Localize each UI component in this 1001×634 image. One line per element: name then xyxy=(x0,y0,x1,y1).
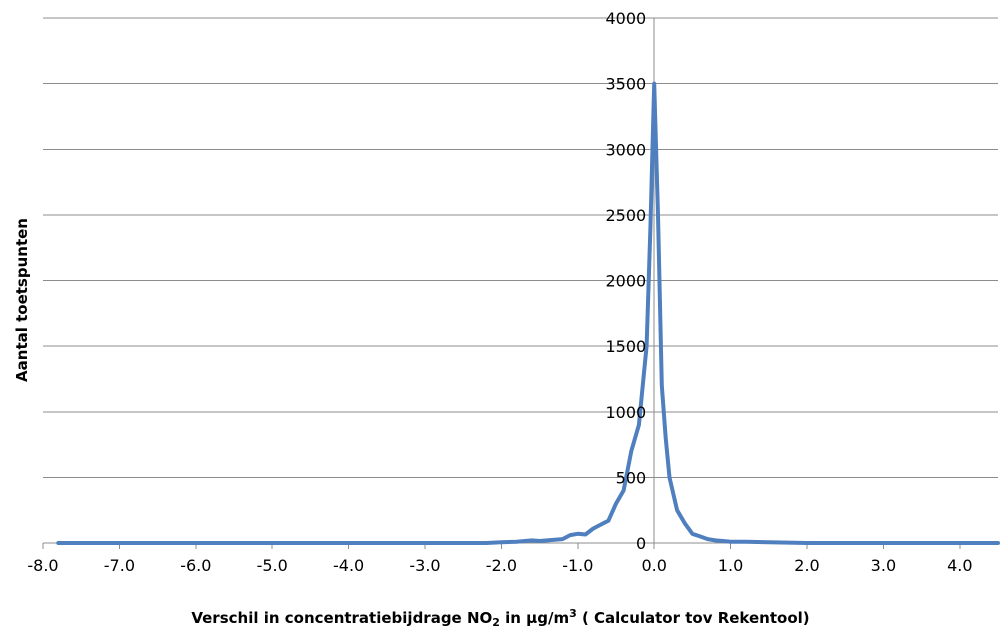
x-axis-title-suffix: ( Calculator tov Rekentool) xyxy=(576,609,810,627)
y-tick-label: 4000 xyxy=(605,9,646,28)
y-tick-label: 3000 xyxy=(605,140,646,159)
x-axis-title-middle: in µg/m xyxy=(499,609,570,627)
x-axis-title-prefix: Verschil in concentratiebijdrage NO xyxy=(191,609,493,627)
x-tick-label: -8.0 xyxy=(27,556,58,575)
y-tick-label: 500 xyxy=(616,468,647,487)
x-tick-label: 1.0 xyxy=(718,556,743,575)
tick-labels: 0 500 1000 1500 2000 2500 3000 3500 4000 -8.0 -7.0… xyxy=(27,9,972,575)
gridlines xyxy=(43,17,998,478)
x-tick-label: 3.0 xyxy=(871,556,896,575)
y-tick-label: 1500 xyxy=(605,337,646,356)
x-axis-title-subscript: 2 xyxy=(492,616,500,629)
x-axis-title-superscript: 3 xyxy=(569,607,577,620)
y-tick-label: 2500 xyxy=(605,206,646,225)
y-tick-label: 2000 xyxy=(605,272,646,291)
x-tick-label: 0.0 xyxy=(641,556,666,575)
x-axis-title: Verschil in concentratiebijdrage NO2 in … xyxy=(0,607,1001,629)
axes xyxy=(42,17,998,549)
x-tick-label: -2.0 xyxy=(486,556,517,575)
x-tick-label: 4.0 xyxy=(947,556,972,575)
x-tick-label: -6.0 xyxy=(180,556,211,575)
x-tick-label: -4.0 xyxy=(333,556,364,575)
x-tick-label: -7.0 xyxy=(104,556,135,575)
series-layer xyxy=(56,81,1000,545)
y-tick-label: 3500 xyxy=(605,75,646,94)
x-tick-label: -5.0 xyxy=(257,556,288,575)
series-line-0 xyxy=(56,81,1000,545)
x-tick-label: -1.0 xyxy=(562,556,593,575)
y-axis-title: Aantal toetspunten xyxy=(13,218,31,382)
y-tick-label: 1000 xyxy=(605,403,646,422)
y-tick-label: 0 xyxy=(636,534,646,553)
x-tick-label: 2.0 xyxy=(794,556,819,575)
x-tick-label: -3.0 xyxy=(409,556,440,575)
